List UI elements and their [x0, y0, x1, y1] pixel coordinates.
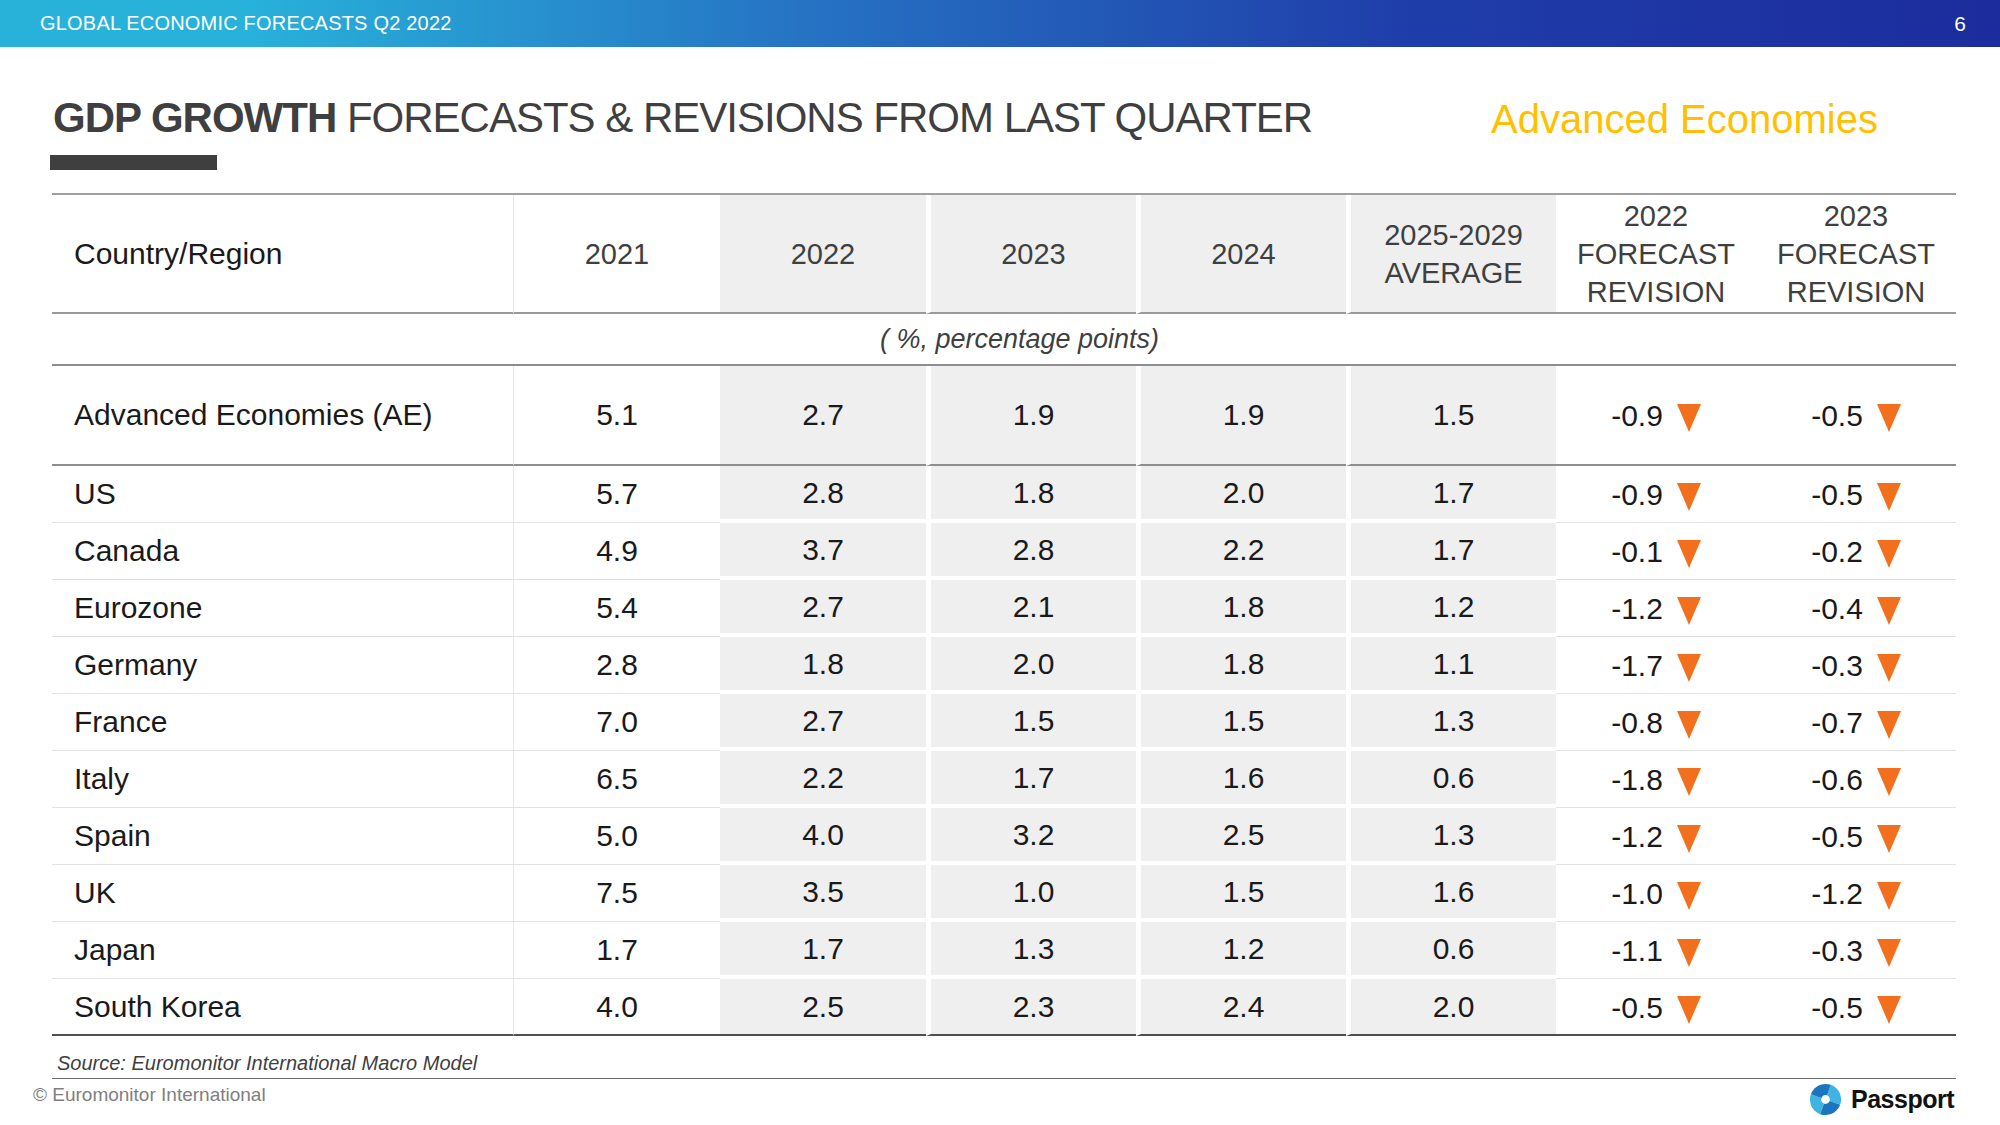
down-arrow-icon [1877, 404, 1901, 432]
down-arrow-icon [1677, 540, 1701, 568]
col-header-2022-revision: 2022 FORECAST REVISION [1556, 195, 1756, 314]
down-arrow-icon [1877, 768, 1901, 796]
down-arrow-icon [1677, 404, 1701, 432]
value-cell: 1.5 [1346, 366, 1556, 466]
value-cell: 1.9 [1136, 366, 1346, 466]
table-header-row: Country/Region 2021 2022 2023 2024 2025-… [52, 195, 1956, 314]
country-cell: US [52, 466, 513, 523]
country-cell: UK [52, 865, 513, 922]
table-row-spain: Spain 5.0 4.0 3.2 2.5 1.3 -1.2 -0.5 [52, 808, 1956, 865]
title-underline [50, 155, 217, 170]
source-note: Source: Euromonitor International Macro … [57, 1052, 477, 1075]
table-row-eurozone: Eurozone 5.4 2.7 2.1 1.8 1.2 -1.2 -0.4 [52, 580, 1956, 637]
country-cell: Eurozone [52, 580, 513, 637]
page-title: GDP GROWTH FORECASTS & REVISIONS FROM LA… [53, 94, 1312, 142]
down-arrow-icon [1877, 825, 1901, 853]
value-cell: 1.9 [926, 366, 1136, 466]
units-row: ( %, percentage points) [52, 314, 1956, 366]
units-note: ( %, percentage points) [513, 314, 1556, 366]
table-row-us: US 5.7 2.8 1.8 2.0 1.7 -0.9 -0.5 [52, 466, 1956, 523]
down-arrow-icon [1677, 996, 1701, 1024]
country-cell: Spain [52, 808, 513, 865]
col-header-2025-2029: 2025-2029 AVERAGE [1346, 195, 1556, 314]
country-cell: Japan [52, 922, 513, 979]
country-cell: Germany [52, 637, 513, 694]
page-title-bold: GDP GROWTH [53, 94, 336, 141]
slide: { "topbar": { "title": "GLOBAL ECONOMIC … [0, 0, 2000, 1125]
country-cell: Canada [52, 523, 513, 580]
subtitle-highlight: Advanced Economies [1491, 97, 1878, 142]
down-arrow-icon [1677, 882, 1701, 910]
col-header-2023-revision: 2023 FORECAST REVISION [1756, 195, 1956, 314]
col-header-country: Country/Region [52, 195, 513, 314]
down-arrow-icon [1677, 768, 1701, 796]
down-arrow-icon [1677, 711, 1701, 739]
revision-cell: -0.9 [1556, 366, 1756, 466]
col-header-2022: 2022 [720, 195, 926, 314]
value-cell: 5.1 [513, 366, 720, 466]
passport-logo: Passport [1807, 1081, 1954, 1118]
revision-cell: -0.5 [1756, 366, 1956, 466]
country-cell: Italy [52, 751, 513, 808]
banner-title: GLOBAL ECONOMIC FORECASTS Q2 2022 [40, 12, 452, 35]
down-arrow-icon [1677, 939, 1701, 967]
top-banner: GLOBAL ECONOMIC FORECASTS Q2 2022 6 [0, 0, 2000, 47]
col-header-2021: 2021 [513, 195, 720, 314]
page-title-rest: FORECASTS & REVISIONS FROM LAST QUARTER [336, 94, 1312, 141]
table-row-france: France 7.0 2.7 1.5 1.5 1.3 -0.8 -0.7 [52, 694, 1956, 751]
page-number: 6 [1954, 12, 1966, 36]
down-arrow-icon [1877, 597, 1901, 625]
value-cell: 2.7 [720, 366, 926, 466]
country-cell: Advanced Economies (AE) [52, 366, 513, 466]
down-arrow-icon [1877, 654, 1901, 682]
down-arrow-icon [1877, 882, 1901, 910]
table-row-south-korea: South Korea 4.0 2.5 2.3 2.4 2.0 -0.5 -0.… [52, 979, 1956, 1036]
down-arrow-icon [1877, 540, 1901, 568]
col-header-2024: 2024 [1136, 195, 1346, 314]
country-cell: South Korea [52, 979, 513, 1036]
table-row-canada: Canada 4.9 3.7 2.8 2.2 1.7 -0.1 -0.2 [52, 523, 1956, 580]
down-arrow-icon [1677, 597, 1701, 625]
passport-logo-text: Passport [1851, 1085, 1954, 1114]
down-arrow-icon [1677, 825, 1701, 853]
down-arrow-icon [1677, 483, 1701, 511]
down-arrow-icon [1677, 654, 1701, 682]
table-row-uk: UK 7.5 3.5 1.0 1.5 1.6 -1.0 -1.2 [52, 865, 1956, 922]
table-row-italy: Italy 6.5 2.2 1.7 1.6 0.6 -1.8 -0.6 [52, 751, 1956, 808]
col-header-2023: 2023 [926, 195, 1136, 314]
copyright-note: © Euromonitor International [33, 1084, 266, 1106]
source-divider [52, 1078, 1956, 1079]
gdp-table: Country/Region 2021 2022 2023 2024 2025-… [52, 193, 1956, 1036]
down-arrow-icon [1877, 483, 1901, 511]
down-arrow-icon [1877, 996, 1901, 1024]
country-cell: France [52, 694, 513, 751]
down-arrow-icon [1877, 711, 1901, 739]
table-row-germany: Germany 2.8 1.8 2.0 1.8 1.1 -1.7 -0.3 [52, 637, 1956, 694]
down-arrow-icon [1877, 939, 1901, 967]
table-row-advanced-economies: Advanced Economies (AE) 5.1 2.7 1.9 1.9 … [52, 366, 1956, 466]
passport-logo-icon [1807, 1081, 1844, 1118]
table-row-japan: Japan 1.7 1.7 1.3 1.2 0.6 -1.1 -0.3 [52, 922, 1956, 979]
